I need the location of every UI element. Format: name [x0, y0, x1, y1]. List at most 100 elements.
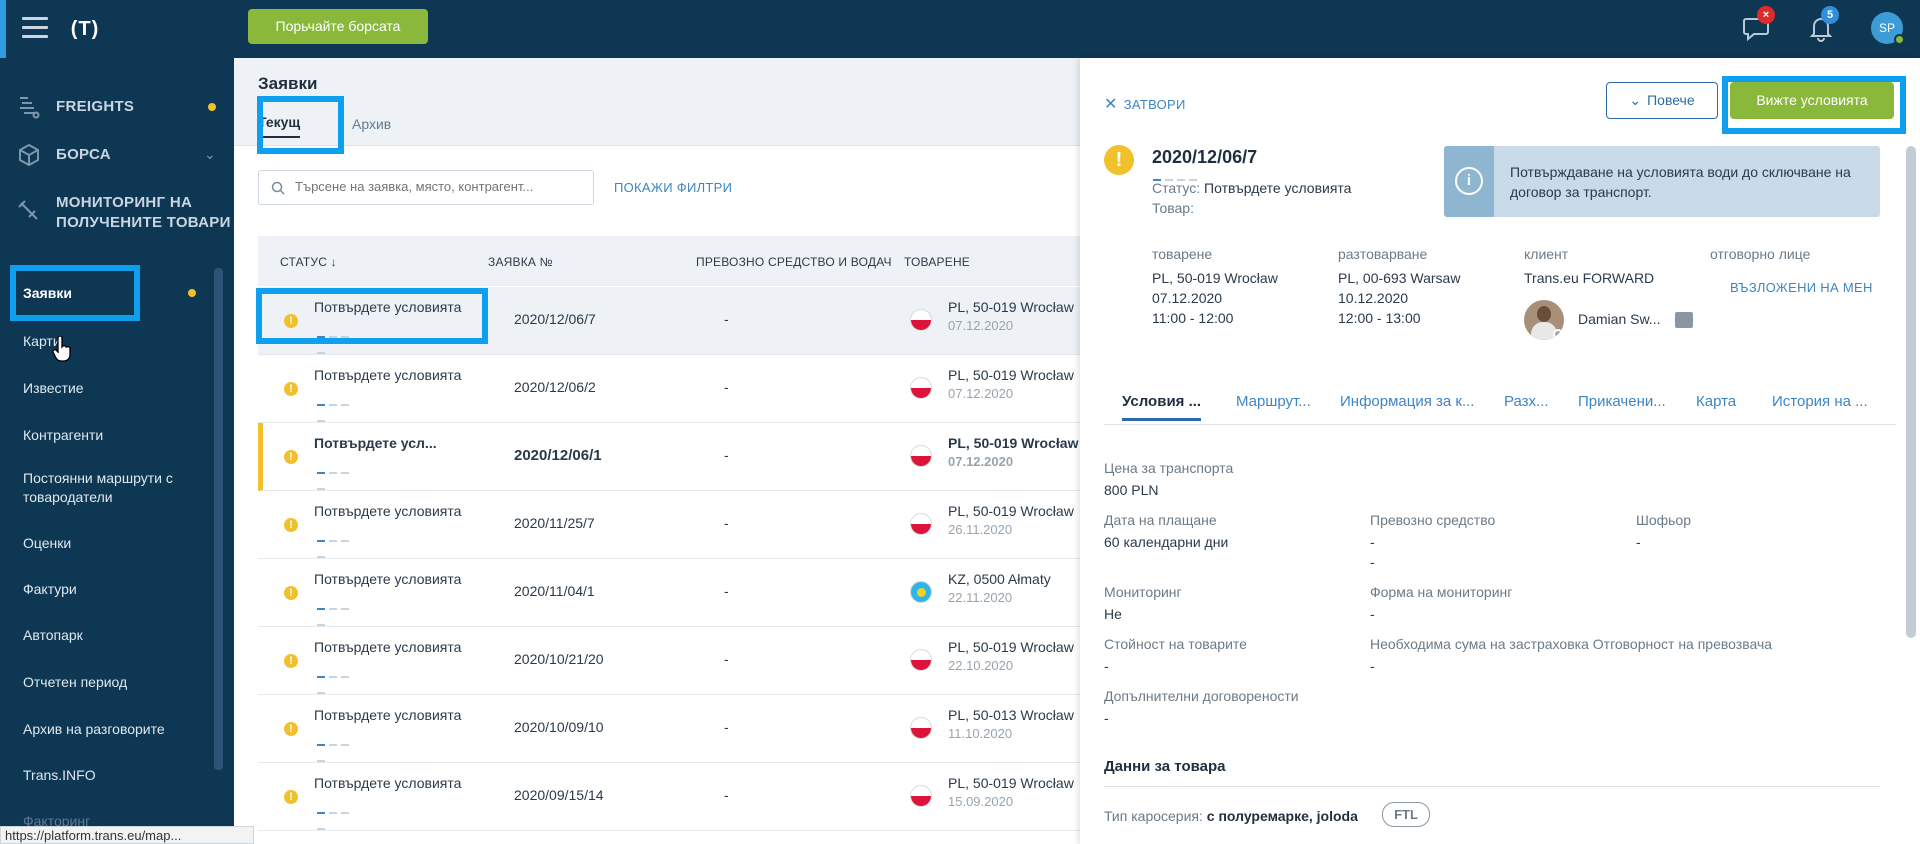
column-vehicle-driver: ПРЕВОЗНО СРЕДСТВО И ВОДАЧ — [696, 255, 892, 269]
top-bar: (T) Порьчайте борсата × 5 SP — [0, 0, 1920, 58]
chat-icon[interactable]: × — [1742, 6, 1775, 43]
row-loading-place: PL, 50-019 Wrocław — [948, 503, 1074, 519]
row-status: Потвърдете условията — [314, 639, 462, 655]
row-loading-date: 07.12.2020 — [948, 386, 1014, 401]
row-number: 2020/11/04/1 — [514, 583, 595, 599]
tab-archive[interactable]: Архив — [352, 116, 392, 132]
warning-icon: ! — [284, 586, 298, 600]
info-bar: i — [1444, 146, 1494, 217]
sidebar-item-transinfo[interactable]: Trans.INFO — [0, 760, 214, 790]
poland-flag-icon — [910, 309, 932, 331]
sidebar-item-contractors[interactable]: Контрагенти — [0, 420, 214, 450]
table-row[interactable]: ! Потвърдете условията 2020/09/15/14 - P… — [258, 763, 1080, 831]
contact-avatar[interactable] — [1524, 300, 1564, 340]
row-status: Потвърдете условията — [314, 707, 462, 723]
driver-value: - — [1636, 534, 1641, 550]
sidebar-item-report-period[interactable]: Отчетен период — [0, 667, 214, 697]
menu-icon[interactable] — [22, 17, 48, 39]
sidebar-item-label: Известие — [23, 380, 84, 396]
tab-costs[interactable]: Разх... — [1504, 393, 1549, 410]
sidebar-item-label: Контрагенти — [23, 427, 104, 443]
driver-label: Шофьор — [1636, 512, 1692, 528]
bell-icon[interactable]: 5 — [1806, 6, 1839, 43]
row-loading-date: 07.12.2020 — [948, 454, 1014, 469]
logo[interactable]: (T) — [70, 18, 100, 40]
warning-icon: ! — [284, 382, 298, 396]
table-row[interactable]: ! Потвърдете условията 2020/12/06/2 - PL… — [258, 355, 1080, 423]
sidebar-item-label: Карти — [23, 333, 61, 349]
sidebar-scrollbar[interactable] — [214, 268, 223, 770]
row-loading-place: PL, 50-013 Wrocław — [948, 707, 1074, 723]
tab-conditions[interactable]: Условия ... — [1122, 393, 1202, 421]
user-initials: SP — [1878, 21, 1895, 35]
table-row[interactable]: ! Потвърдете усл... 2020/12/06/1 - PL, 5… — [258, 423, 1080, 491]
table-row[interactable]: ! Потвърдете условията 2020/11/04/1 - KZ… — [258, 559, 1080, 627]
box-icon — [16, 142, 42, 168]
sidebar-item-invoices[interactable]: Фактури — [0, 574, 214, 604]
highlight-box — [1722, 76, 1906, 134]
sidebar-item-exchange[interactable]: БОРСА ⌄ — [0, 142, 234, 172]
sidebar-item-notice[interactable]: Известие — [0, 373, 214, 403]
poland-flag-icon — [910, 649, 932, 671]
sidebar-item-monitoring[interactable]: МОНИТОРИНГ НА ПОЛУЧЕНИТЕ ТОВАРИ — [0, 190, 234, 234]
chevron-down-icon: ⌄ — [1629, 92, 1642, 108]
search-field[interactable] — [258, 170, 594, 205]
assigned-to-me-link[interactable]: ВЪЗЛОЖЕНИ НА МЕН — [1730, 280, 1873, 295]
highlight-box — [10, 265, 140, 321]
more-button[interactable]: ⌄ Повече — [1606, 82, 1718, 119]
sidebar-item-freights[interactable]: FREIGHTS — [0, 94, 234, 124]
unloading-place: PL, 00-693 Warsaw — [1338, 270, 1461, 286]
sidebar-item-factoring[interactable]: Факторинг — [0, 806, 214, 830]
monitoring-value: Не — [1104, 606, 1122, 622]
sidebar-item-label: Постоянни маршрути с — [23, 470, 173, 486]
row-number: 2020/09/15/14 — [514, 787, 604, 803]
column-status[interactable]: СТАТУС ↓ — [280, 255, 337, 269]
tab-history[interactable]: История на ... — [1772, 393, 1868, 410]
new-indicator — [208, 103, 216, 111]
order-number: 2020/12/06/7 — [1152, 147, 1258, 167]
contact-name[interactable]: Damian Sw... — [1578, 311, 1661, 327]
sidebar-item-label: Оценки — [23, 535, 72, 551]
tab-route[interactable]: Маршрут... — [1236, 393, 1311, 410]
row-number: 2020/10/09/10 — [514, 719, 604, 735]
panel-scrollbar[interactable] — [1906, 146, 1916, 638]
close-button[interactable]: ✕ ЗАТВОРИ — [1104, 94, 1186, 114]
sidebar-item-routes[interactable]: Постоянни маршрути с товародатели — [0, 465, 214, 509]
table-row[interactable]: ! Потвърдете условията 2020/10/09/10 - P… — [258, 695, 1080, 763]
unloading-time: 12:00 - 13:00 — [1338, 310, 1421, 326]
tab-goods-info[interactable]: Информация за к... — [1340, 393, 1475, 410]
table-row[interactable]: ! Потвърдете условията 2020/11/25/7 - PL… — [258, 491, 1080, 559]
loading-date: 07.12.2020 — [1152, 290, 1223, 306]
sidebar-item-ratings[interactable]: Оценки — [0, 528, 214, 558]
search-input[interactable] — [295, 179, 585, 194]
poland-flag-icon — [910, 377, 932, 399]
show-filters-link[interactable]: ПОКАЖИ ФИЛТРИ — [614, 180, 733, 195]
sidebar-item-orders[interactable]: Заявки — [0, 278, 214, 308]
row-loading-place: PL, 50-019 Wrocław — [948, 435, 1079, 451]
tab-attachments[interactable]: Прикачени... — [1578, 393, 1666, 410]
sidebar-item-maps[interactable]: Карти — [0, 326, 214, 356]
extra-value: - — [1104, 710, 1109, 726]
info-text: Потвърждаване на условията води до сключ… — [1510, 164, 1851, 200]
table-row[interactable]: ! Потвърдете условията 2020/10/21/20 - P… — [258, 627, 1080, 695]
table-row[interactable]: ! Потвърдете условията 2020/12/06/7 - PL… — [258, 287, 1080, 355]
row-number: 2020/11/25/7 — [514, 515, 595, 531]
info-icon: i — [1455, 167, 1483, 195]
divider — [1104, 786, 1880, 787]
tab-current[interactable]: Текущ — [258, 114, 301, 138]
user-avatar[interactable]: SP — [1871, 12, 1905, 45]
tab-map[interactable]: Карта — [1696, 393, 1737, 410]
sidebar-item-label: Отчетен период — [23, 674, 128, 690]
sidebar-item-chat-archive[interactable]: Архив на разговорите — [0, 714, 214, 744]
exchange-button[interactable]: Порьчайте борсата — [248, 9, 428, 44]
sidebar-item-fleet[interactable]: Автопарк — [0, 620, 214, 650]
monitoring-label: Мониторинг — [1104, 584, 1182, 600]
message-icon[interactable] — [1675, 312, 1693, 328]
progress-steps — [317, 733, 363, 762]
info-banner: i Потвърждаване на условията води до скл… — [1444, 146, 1880, 217]
view-conditions-button[interactable]: Вижте условията — [1730, 82, 1894, 119]
row-loading-date: 22.11.2020 — [948, 590, 1013, 605]
goods-section-title: Данни за товара — [1104, 758, 1226, 775]
warning-icon: ! — [1104, 145, 1134, 175]
warning-icon: ! — [284, 314, 298, 328]
